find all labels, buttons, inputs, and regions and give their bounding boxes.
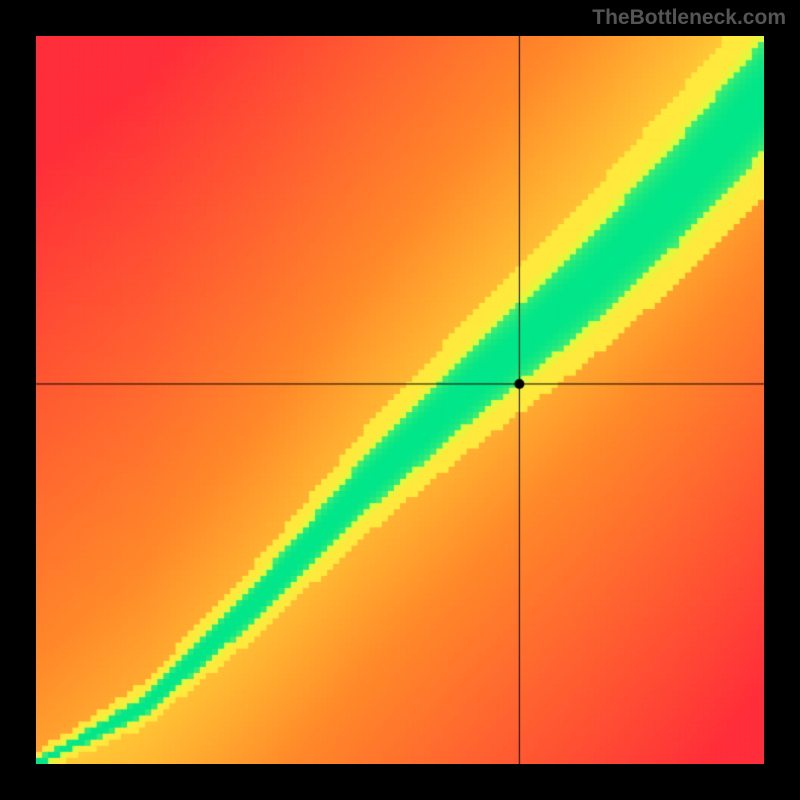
heatmap-plot (36, 36, 764, 764)
heatmap-canvas (36, 36, 764, 764)
watermark-text: TheBottleneck.com (592, 6, 786, 30)
